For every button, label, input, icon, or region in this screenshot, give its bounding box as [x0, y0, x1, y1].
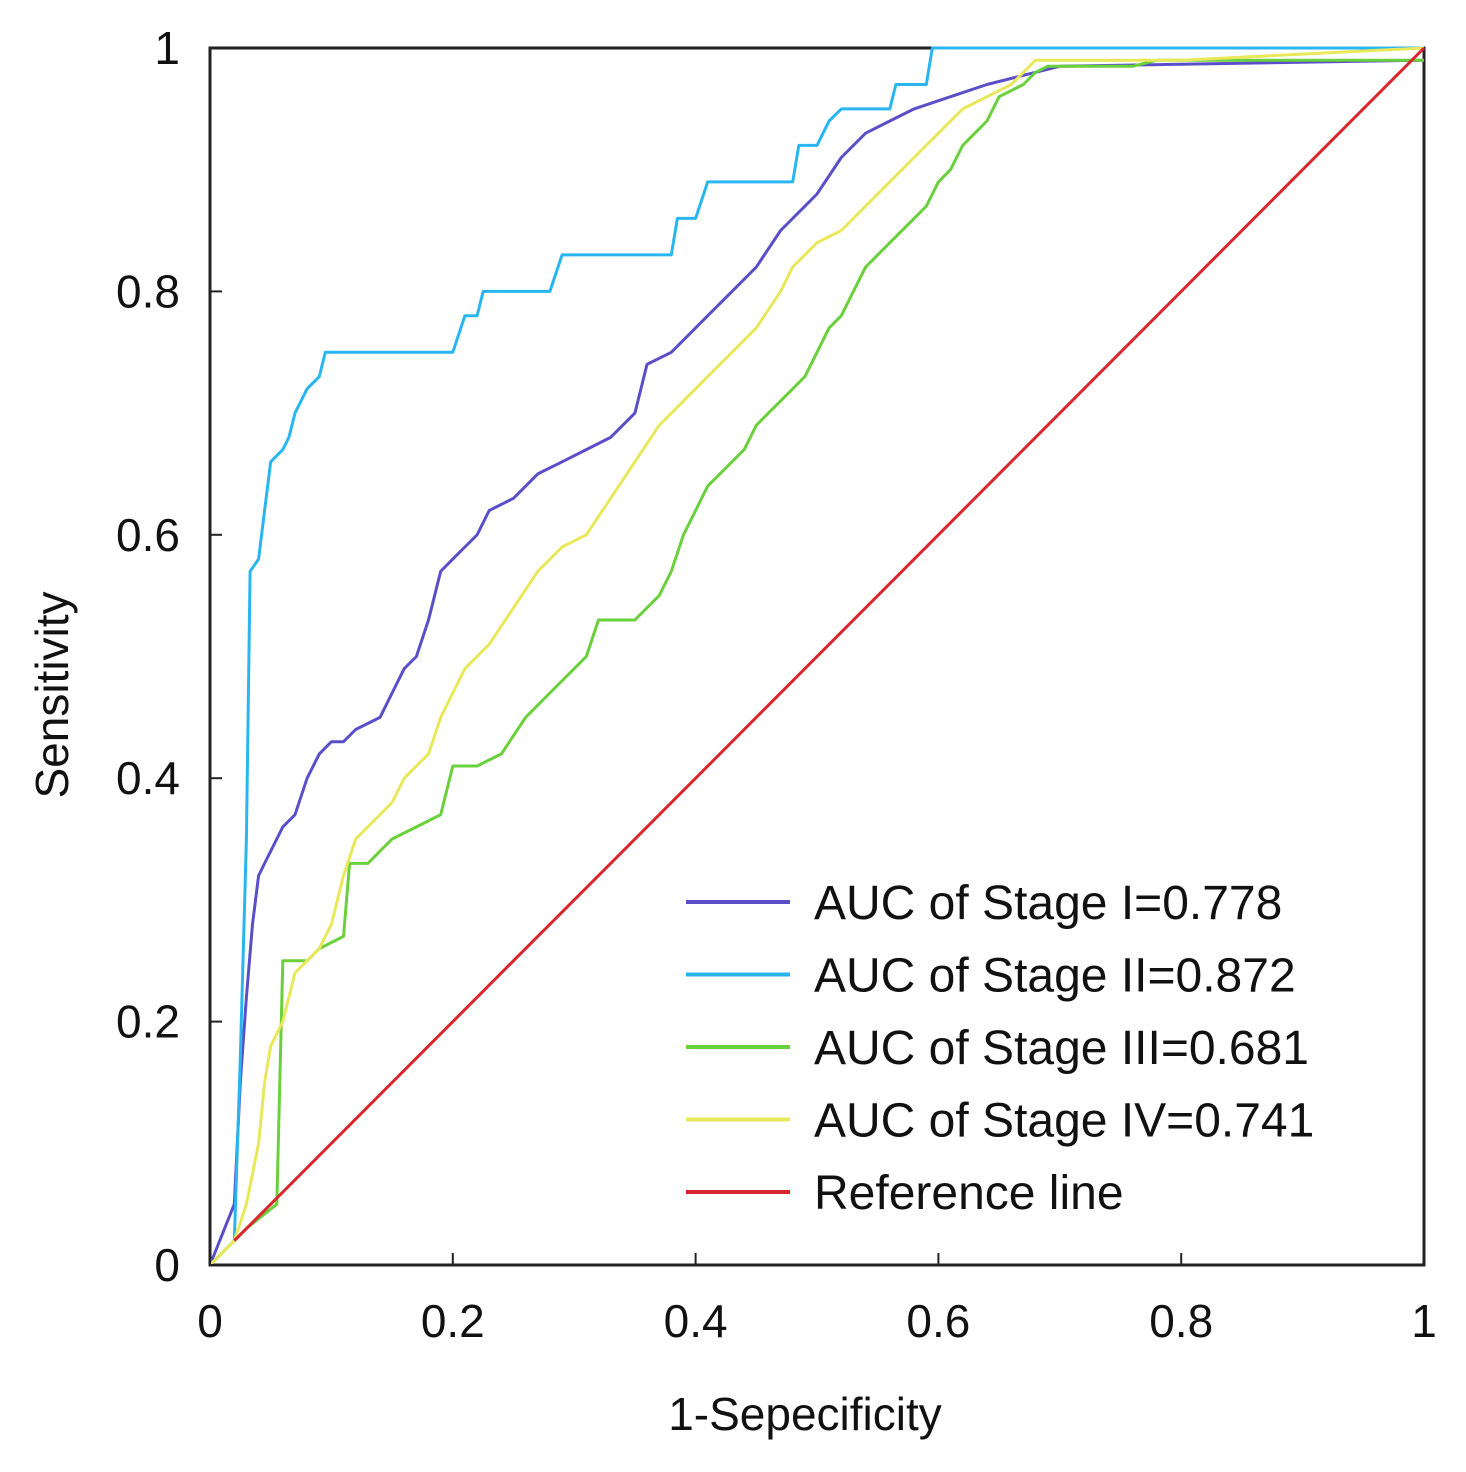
y-axis-title: Sensitivity [26, 591, 78, 798]
x-axis-title: 1-Sepecificity [668, 1388, 942, 1440]
x-tick-label: 0 [197, 1295, 223, 1347]
y-tick-label: 0.6 [116, 509, 180, 561]
legend: AUC of Stage I=0.778 AUC of Stage II=0.87… [686, 877, 1314, 1220]
series-line-5 [233, 46, 1426, 1242]
series-line-1 [208, 58, 1425, 1266]
x-tick-label: 1 [1411, 1295, 1437, 1347]
series-line-4 [208, 46, 1425, 1267]
y-axis-ticks: 0 0.2 0.4 0.6 0.8 1 [116, 22, 222, 1291]
legend-label: AUC of Stage I=0.778 [814, 877, 1282, 930]
series-line-3 [208, 58, 1424, 1267]
plot-frame [208, 46, 1426, 1267]
y-tick-label: 1 [154, 22, 180, 74]
x-tick-label: 0.2 [421, 1295, 485, 1347]
legend-label: AUC of Stage II=0.872 [814, 950, 1296, 1003]
x-axis-ticks: 0 0.2 0.4 0.6 0.8 1 [197, 1253, 1437, 1347]
plot-area [208, 46, 1426, 1267]
legend-label: AUC of Stage IV=0.741 [814, 1095, 1314, 1148]
y-tick-label: 0.8 [116, 265, 180, 317]
x-tick-label: 0.8 [1149, 1295, 1213, 1347]
legend-label: AUC of Stage III=0.681 [814, 1022, 1309, 1075]
series-line-2 [208, 46, 1424, 1267]
y-tick-label: 0.2 [116, 996, 180, 1048]
x-tick-label: 0.4 [664, 1295, 728, 1347]
x-tick-label: 0.6 [906, 1295, 970, 1347]
y-tick-label: 0.4 [116, 752, 180, 804]
y-tick-label: 0 [154, 1239, 180, 1291]
legend-label: Reference line [814, 1167, 1124, 1220]
